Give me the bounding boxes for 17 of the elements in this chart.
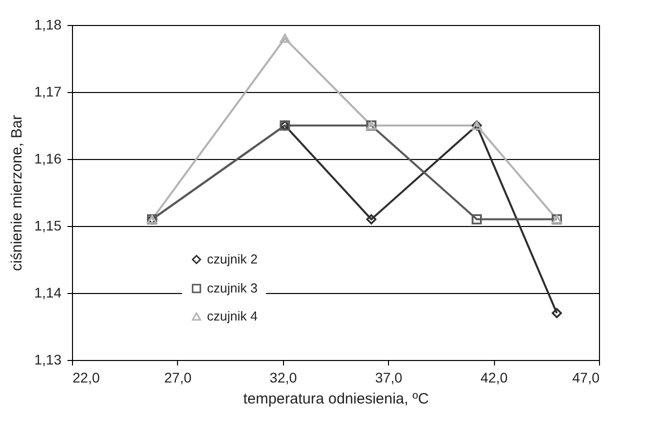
y-tick-label: 1,14 [34,284,62,300]
x-tick-label: 32,0 [270,370,298,386]
x-tick-label: 27,0 [164,370,192,386]
y-tick-label: 1,17 [34,84,62,100]
y-tick-label: 1,13 [34,352,62,368]
legend-label: czujnik 3 [207,280,258,296]
x-tick-label: 37,0 [375,370,403,386]
legend-label: czujnik 2 [207,252,258,266]
x-tick-label: 47,0 [572,370,600,386]
y-tick-label: 1,15 [34,218,62,234]
y-tick-label: 1,16 [34,150,62,166]
y-axis-title: ciśnienie mierzone, Bar [8,115,26,271]
x-tick-label: 42,0 [480,370,508,386]
x-tick-label: 22,0 [72,370,100,386]
y-tick-label: 1,18 [34,16,62,32]
x-axis-title: temperatura odniesienia, ºC [243,390,429,408]
legend-label: czujnik 4 [207,308,258,324]
